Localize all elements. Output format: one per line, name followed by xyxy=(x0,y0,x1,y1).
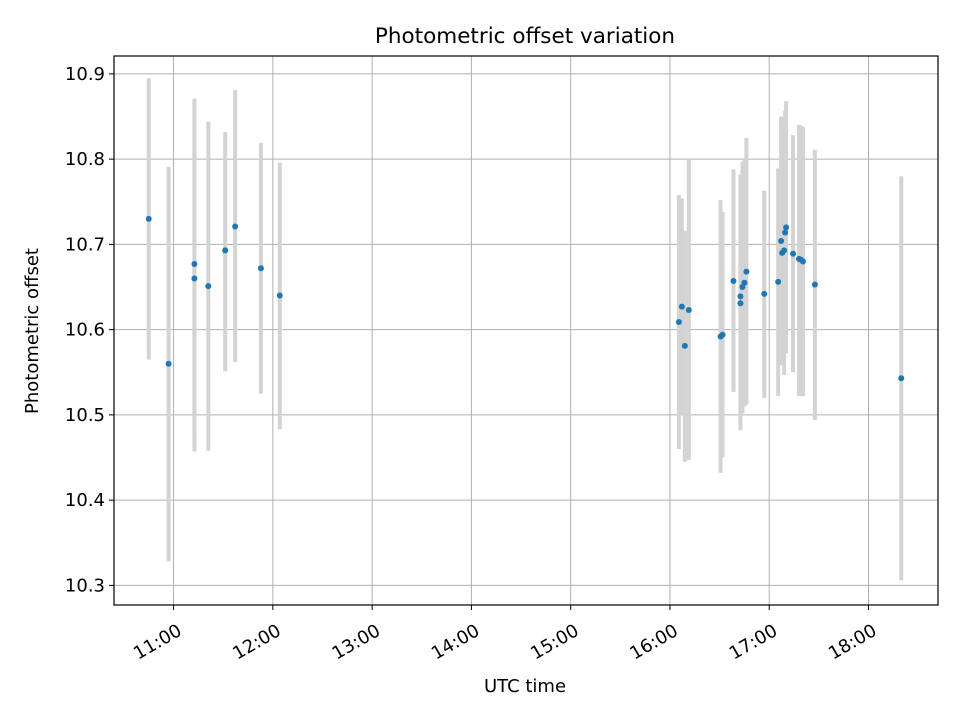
data-point xyxy=(783,224,790,231)
data-point xyxy=(165,360,172,367)
y-tick-label: 10.8 xyxy=(65,149,105,170)
data-point xyxy=(678,303,685,310)
data-point xyxy=(799,258,806,265)
y-tick-label: 10.6 xyxy=(65,320,105,341)
data-point xyxy=(898,375,905,382)
data-point xyxy=(743,268,750,275)
data-point xyxy=(232,223,239,230)
data-point xyxy=(205,283,212,290)
data-point xyxy=(276,292,283,299)
plot-frame xyxy=(113,55,939,606)
x-axis-label: UTC time xyxy=(484,676,566,697)
chart-title: Photometric offset variation xyxy=(375,24,675,49)
y-tick-label: 10.7 xyxy=(65,234,105,255)
y-tick-label: 10.3 xyxy=(65,575,105,596)
data-point xyxy=(790,250,797,257)
data-point xyxy=(685,307,692,314)
y-axis-ticks: 10.3 10.4 10.5 10.6 10.7 10.8 10.9 xyxy=(65,64,114,596)
data-point xyxy=(222,247,229,254)
data-point xyxy=(737,293,744,300)
y-tick-label: 10.9 xyxy=(65,64,105,85)
y-axis-label: Photometric offset xyxy=(22,248,43,414)
data-point xyxy=(741,279,748,286)
y-tick-label: 10.4 xyxy=(65,490,105,511)
data-point xyxy=(257,265,264,272)
data-point xyxy=(675,318,682,325)
data-point xyxy=(781,247,788,254)
data-point xyxy=(737,300,744,307)
grid-lines xyxy=(114,56,938,605)
data-point xyxy=(775,278,782,285)
data-point xyxy=(811,281,818,288)
data-point xyxy=(191,275,198,282)
data-point xyxy=(191,261,198,268)
data-point xyxy=(761,290,768,297)
data-point xyxy=(782,229,789,236)
data-point xyxy=(681,342,688,349)
data-point xyxy=(730,278,737,285)
data-point xyxy=(145,215,152,222)
data-point xyxy=(778,237,785,244)
data-point xyxy=(719,331,726,338)
y-tick-label: 10.5 xyxy=(65,405,105,426)
data-points xyxy=(145,215,905,382)
